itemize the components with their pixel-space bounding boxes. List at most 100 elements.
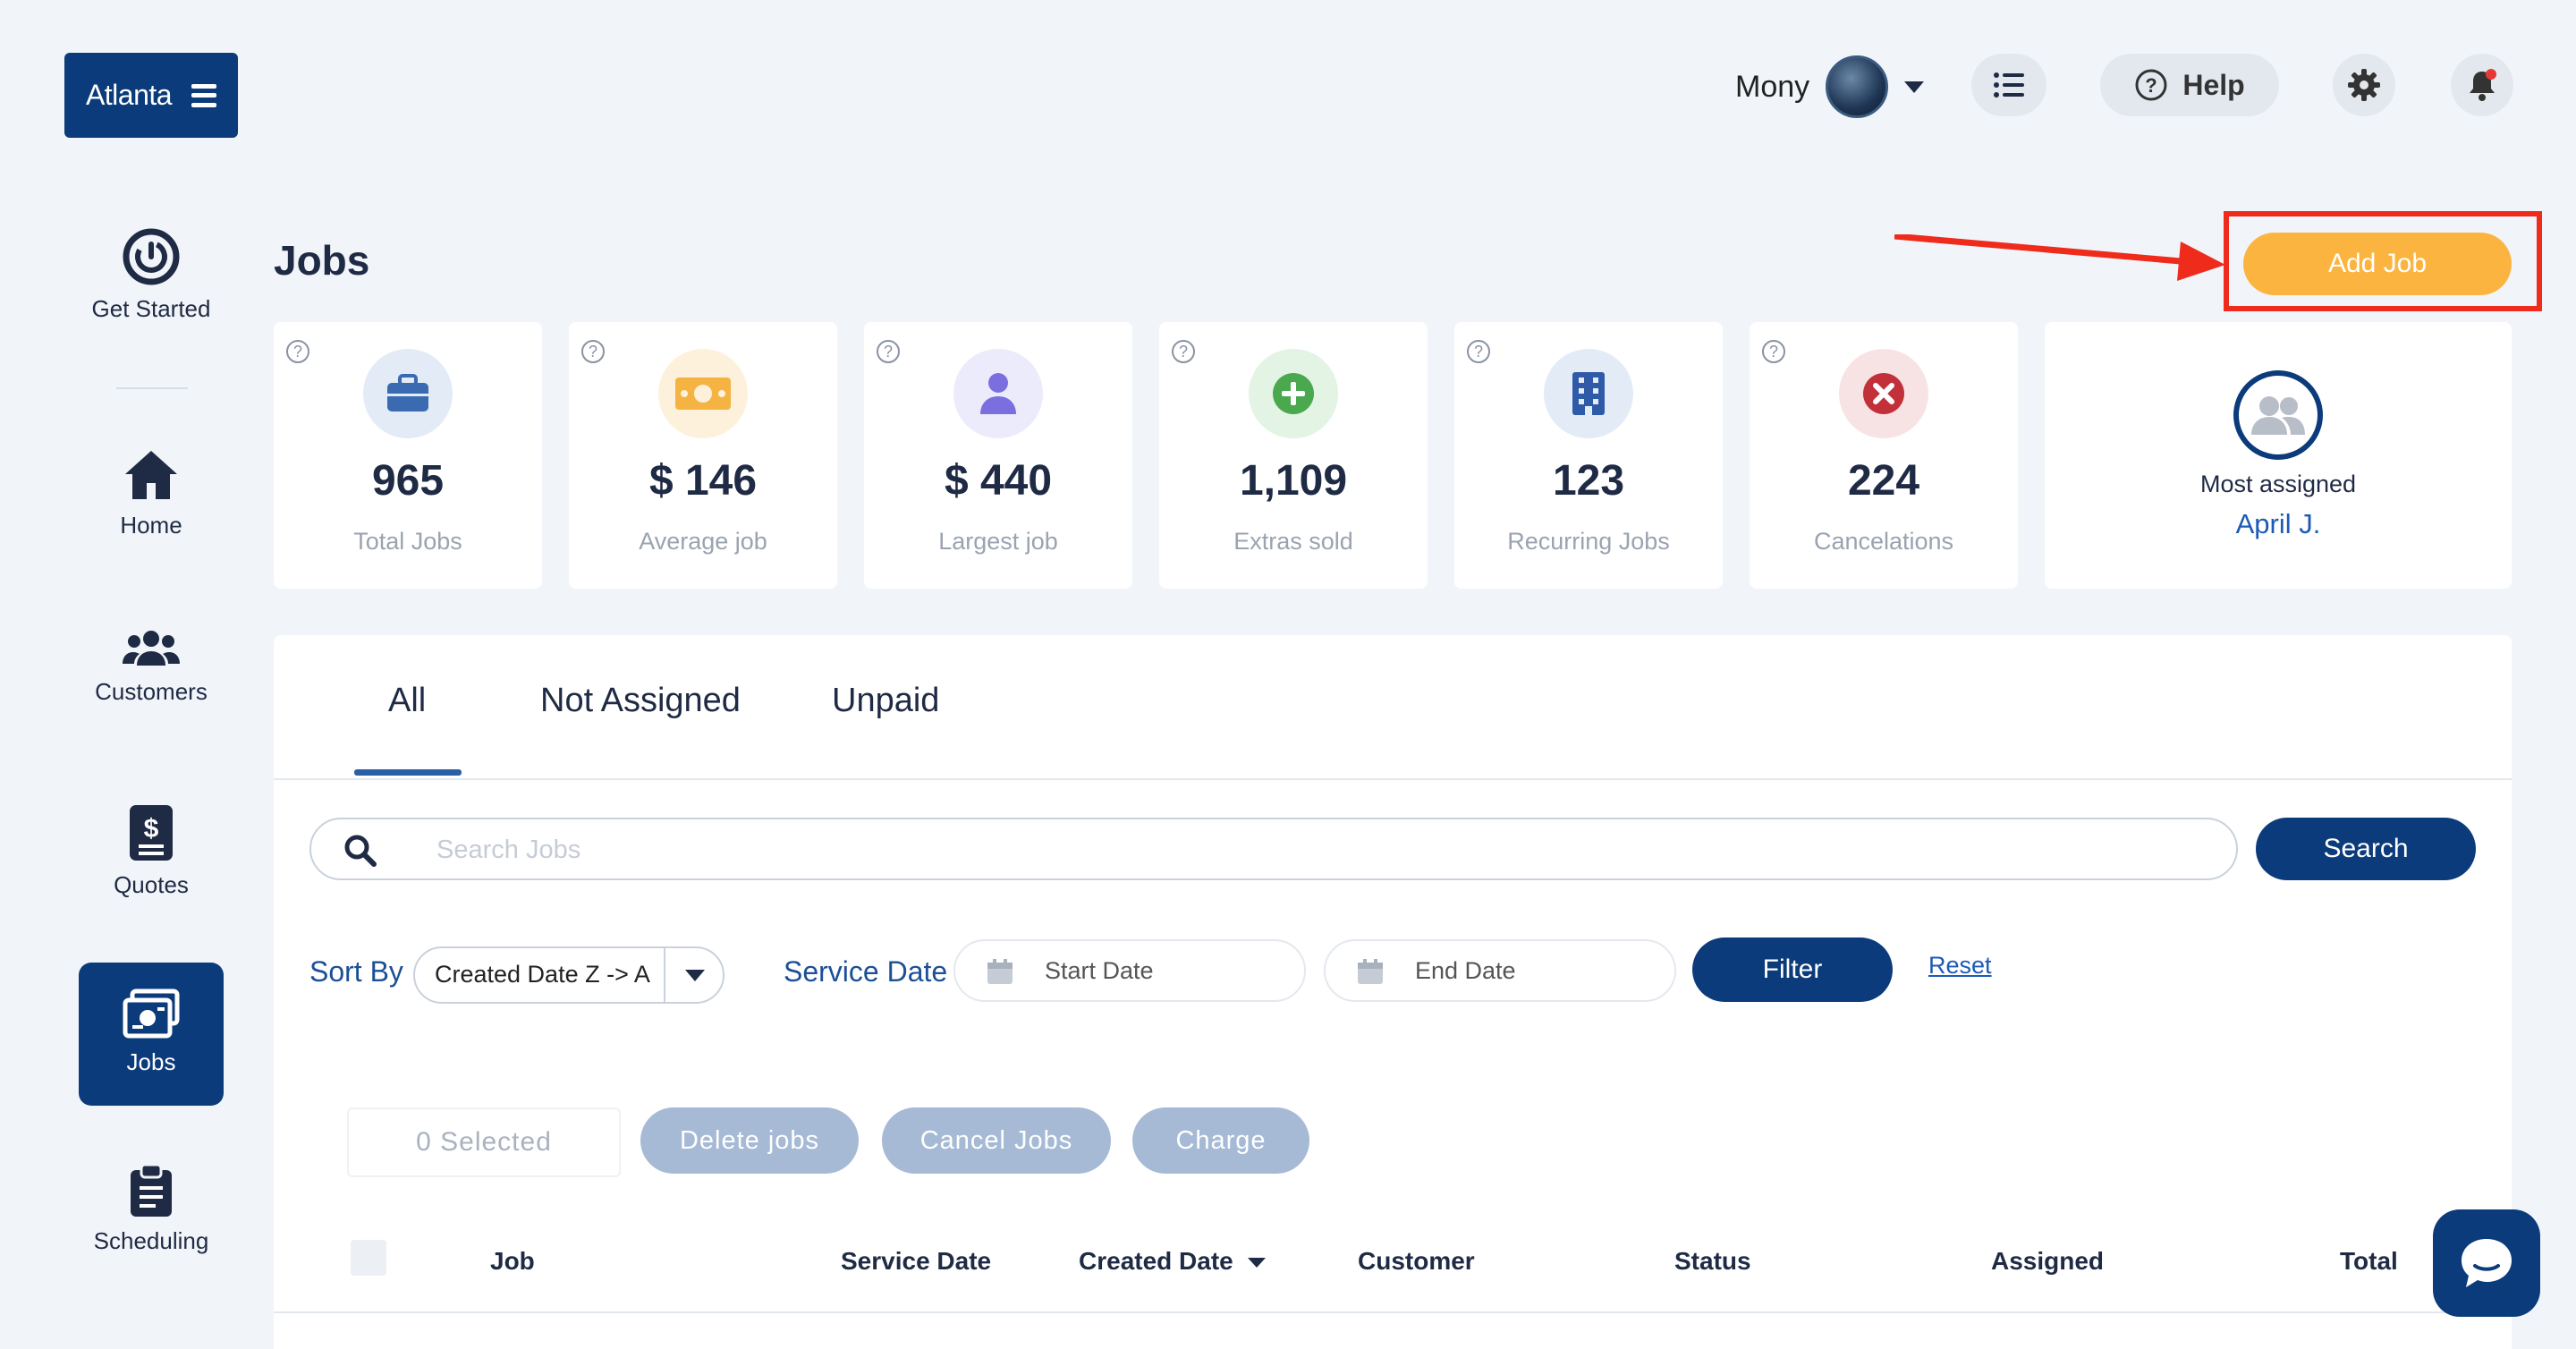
list-view-button[interactable] xyxy=(1971,54,2046,116)
column-header-service-date[interactable]: Service Date xyxy=(841,1247,992,1275)
stat-value: 123 xyxy=(1552,457,1625,505)
chevron-down-icon xyxy=(685,970,705,981)
sidebar-item-get-started[interactable]: Get Started xyxy=(79,227,224,323)
delete-jobs-button[interactable]: Delete jobs xyxy=(640,1107,859,1174)
most-assigned-name[interactable]: April J. xyxy=(2235,508,2321,539)
select-all-checkbox[interactable] xyxy=(351,1240,386,1276)
column-header-status[interactable]: Status xyxy=(1674,1247,1751,1275)
sidebar-item-jobs[interactable]: Jobs xyxy=(79,963,224,1106)
clipboard-icon xyxy=(131,1163,172,1217)
tab-unpaid[interactable]: Unpaid xyxy=(832,682,940,719)
stat-card-cancelations: ? 224 Cancelations xyxy=(1750,322,2018,589)
info-icon[interactable]: ? xyxy=(581,340,605,363)
chat-bubble-icon xyxy=(2462,1239,2512,1287)
tab-all[interactable]: All xyxy=(388,682,427,719)
active-tab-indicator xyxy=(354,769,462,776)
column-header-created-date[interactable]: Created Date xyxy=(1079,1247,1266,1276)
sort-by-label: Sort By xyxy=(309,955,403,988)
start-date-field[interactable]: Start Date xyxy=(953,939,1306,1002)
column-header-label: Created Date xyxy=(1079,1247,1233,1275)
gear-icon xyxy=(2348,69,2380,101)
search-input[interactable]: Search Jobs xyxy=(309,818,2238,880)
service-date-label: Service Date xyxy=(784,955,948,988)
info-icon[interactable]: ? xyxy=(1467,340,1490,363)
column-header-assigned[interactable]: Assigned xyxy=(1991,1247,2105,1275)
sidebar-item-label: Scheduling xyxy=(93,1227,209,1254)
annotation-arrow xyxy=(1894,234,2225,281)
tab-not-assigned[interactable]: Not Assigned xyxy=(540,682,741,719)
cancel-jobs-button[interactable]: Cancel Jobs xyxy=(882,1107,1111,1174)
sidebar-item-home[interactable]: Home xyxy=(79,447,224,539)
sidebar-item-customers[interactable]: Customers xyxy=(79,630,224,706)
person-icon xyxy=(953,349,1043,438)
svg-text:?: ? xyxy=(2146,74,2157,97)
home-icon xyxy=(125,451,177,499)
column-header-customer[interactable]: Customer xyxy=(1358,1247,1475,1275)
select-divider xyxy=(664,948,665,1002)
most-assigned-label: Most assigned xyxy=(2199,471,2357,497)
stat-label: Largest job xyxy=(938,528,1058,555)
stat-value: $ 146 xyxy=(648,457,758,505)
info-icon[interactable]: ? xyxy=(286,340,309,363)
sort-select[interactable]: Created Date Z -> A xyxy=(413,946,724,1004)
power-icon xyxy=(123,228,180,285)
column-header-job[interactable]: Job xyxy=(490,1247,535,1275)
list-icon xyxy=(1994,72,2024,98)
chat-button[interactable] xyxy=(2433,1209,2540,1317)
info-icon[interactable]: ? xyxy=(877,340,900,363)
briefcase-icon xyxy=(363,349,453,438)
end-date-placeholder: End Date xyxy=(1415,957,1516,984)
info-icon[interactable]: ? xyxy=(1762,340,1785,363)
reset-link[interactable]: Reset xyxy=(1928,952,1992,979)
stat-value: 224 xyxy=(1847,457,1920,505)
selected-count: 0 Selected xyxy=(347,1107,621,1177)
team-icon xyxy=(2233,370,2323,460)
add-job-button[interactable]: Add Job xyxy=(2243,233,2512,295)
end-date-field[interactable]: End Date xyxy=(1324,939,1676,1002)
stat-value: 1,109 xyxy=(1239,457,1348,505)
stat-label: Average job xyxy=(639,528,767,555)
stat-label: Recurring Jobs xyxy=(1507,528,1670,555)
building-icon xyxy=(1544,349,1633,438)
calendar-icon xyxy=(1358,959,1383,984)
question-circle-icon: ? xyxy=(2135,69,2167,101)
location-menu-button[interactable]: Atlanta xyxy=(64,53,238,138)
stat-label: Extras sold xyxy=(1233,528,1353,555)
help-label: Help xyxy=(2182,68,2245,101)
annotation-highlight-box xyxy=(2224,211,2542,311)
info-icon[interactable]: ? xyxy=(1172,340,1195,363)
stat-card-largest-job: ? $ 440 Largest job xyxy=(864,322,1132,589)
search-button[interactable]: Search xyxy=(2256,818,2476,880)
search-placeholder: Search Jobs xyxy=(436,836,581,864)
stat-label: Total Jobs xyxy=(353,528,462,555)
bell-icon xyxy=(2470,69,2496,101)
stat-value: 965 xyxy=(371,457,445,505)
sidebar-item-quotes[interactable]: $ Quotes xyxy=(79,803,224,899)
settings-button[interactable] xyxy=(2333,54,2395,116)
sidebar-item-label: Get Started xyxy=(91,295,211,322)
stat-card-extras-sold: ? 1,109 Extras sold xyxy=(1159,322,1428,589)
most-assigned-card: Most assigned April J. xyxy=(2045,322,2512,589)
start-date-placeholder: Start Date xyxy=(1045,957,1154,984)
sidebar-item-label: Home xyxy=(120,512,182,539)
stat-value: $ 440 xyxy=(944,457,1053,505)
cash-icon xyxy=(658,349,748,438)
search-icon xyxy=(344,835,377,867)
svg-text:$: $ xyxy=(144,814,159,844)
stat-card-recurring-jobs: ? 123 Recurring Jobs xyxy=(1454,322,1723,589)
sidebar-item-scheduling[interactable]: Scheduling xyxy=(79,1163,224,1255)
filter-button[interactable]: Filter xyxy=(1692,938,1893,1002)
user-menu[interactable]: Mony xyxy=(1735,55,1925,118)
location-name: Atlanta xyxy=(85,79,173,111)
sidebar-item-label: Quotes xyxy=(114,871,189,898)
tab-divider xyxy=(274,778,2512,780)
column-header-total[interactable]: Total xyxy=(2340,1247,2398,1275)
sidebar-item-label: Customers xyxy=(95,678,208,705)
sort-value: Created Date Z -> A xyxy=(435,961,650,988)
x-circle-icon xyxy=(1839,349,1928,438)
sort-desc-icon xyxy=(1247,1257,1266,1268)
help-button[interactable]: ? Help xyxy=(2100,54,2279,116)
calendar-icon xyxy=(987,959,1013,984)
notifications-button[interactable] xyxy=(2451,54,2513,116)
charge-button[interactable]: Charge xyxy=(1132,1107,1309,1174)
